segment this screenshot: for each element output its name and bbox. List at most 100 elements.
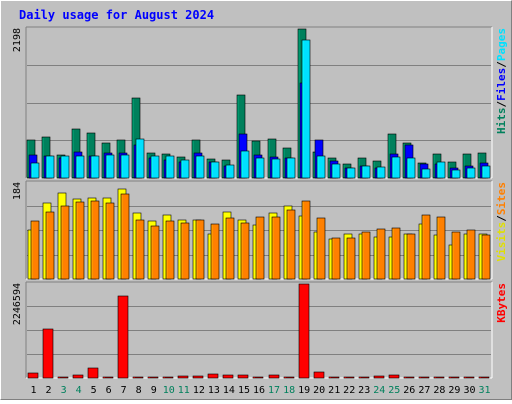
bar-fill bbox=[301, 39, 311, 179]
bar-pages-day-21 bbox=[331, 163, 341, 179]
bar-sites-day-7 bbox=[120, 193, 130, 280]
chart-title: Daily usage for August 2024 bbox=[19, 8, 214, 22]
bar-fill bbox=[255, 216, 265, 280]
bar-fill bbox=[463, 376, 475, 379]
bar-fill bbox=[361, 165, 371, 179]
bar-sites-day-6 bbox=[105, 202, 115, 280]
bar-kbytes-day-8 bbox=[132, 376, 144, 379]
x-tick-label: 24 bbox=[373, 385, 385, 396]
y-max-label-kbytes: 2246594 bbox=[12, 283, 23, 325]
bar-fill bbox=[331, 163, 341, 179]
bar-pages-day-18 bbox=[286, 157, 296, 179]
bar-pages-day-15 bbox=[240, 150, 250, 179]
bar-fill bbox=[192, 375, 204, 379]
bar-fill bbox=[478, 376, 490, 379]
bar-fill bbox=[346, 237, 356, 280]
legend-kbytes: KBytes bbox=[495, 283, 508, 323]
bar-sites-day-8 bbox=[135, 219, 145, 280]
x-tick-label: 2 bbox=[45, 385, 51, 396]
bar-fill bbox=[268, 374, 280, 379]
bar-fill bbox=[147, 376, 159, 379]
bar-fill bbox=[180, 159, 190, 179]
bar-sites-day-2 bbox=[45, 211, 55, 280]
bar-sites-day-24 bbox=[376, 228, 386, 280]
bar-fill bbox=[343, 376, 355, 379]
bar-fill bbox=[135, 138, 145, 179]
x-tick-label: 21 bbox=[328, 385, 340, 396]
bar-kbytes-day-25 bbox=[388, 374, 400, 379]
bar-kbytes-day-23 bbox=[358, 376, 370, 379]
bar-fill bbox=[60, 205, 70, 280]
bar-pages-day-23 bbox=[361, 165, 371, 179]
bar-kbytes-day-14 bbox=[222, 374, 234, 379]
bar-kbytes-day-26 bbox=[403, 376, 415, 379]
bar-kbytes-day-5 bbox=[87, 367, 99, 379]
bar-fill bbox=[286, 157, 296, 179]
bar-sites-day-22 bbox=[346, 237, 356, 280]
bar-fill bbox=[207, 373, 219, 379]
bar-fill bbox=[75, 201, 85, 280]
bar-fill bbox=[436, 161, 446, 179]
x-tick-label: 23 bbox=[358, 385, 370, 396]
legend-item-files: Files bbox=[495, 68, 508, 101]
bar-fill bbox=[180, 222, 190, 280]
x-tick-label: 31 bbox=[478, 385, 490, 396]
x-tick-label: 14 bbox=[223, 385, 235, 396]
bar-kbytes-day-16 bbox=[252, 376, 264, 379]
bar-sites-day-28 bbox=[436, 216, 446, 280]
bar-pages-day-13 bbox=[210, 161, 220, 179]
x-tick-label: 6 bbox=[106, 385, 112, 396]
bar-kbytes-day-22 bbox=[343, 376, 355, 379]
bar-pages-day-24 bbox=[376, 166, 386, 179]
x-tick-label: 18 bbox=[283, 385, 295, 396]
bar-sites-day-10 bbox=[165, 220, 175, 280]
bar-fill bbox=[135, 219, 145, 280]
bar-pages-day-26 bbox=[406, 157, 416, 179]
bar-fill bbox=[376, 228, 386, 280]
bar-kbytes-day-1 bbox=[27, 372, 39, 379]
bar-fill bbox=[90, 200, 100, 280]
bar-pages-day-7 bbox=[120, 154, 130, 179]
bar-sites-day-12 bbox=[195, 219, 205, 280]
bar-fill bbox=[406, 233, 416, 280]
bar-kbytes-day-10 bbox=[162, 376, 174, 379]
legend-item-separator: / bbox=[495, 101, 508, 108]
bar-fill bbox=[27, 372, 39, 379]
bar-pages-day-22 bbox=[346, 167, 356, 179]
bar-fill bbox=[42, 328, 54, 379]
bar-pages-day-1 bbox=[30, 162, 40, 179]
bar-kbytes-day-4 bbox=[72, 374, 84, 379]
bar-fill bbox=[105, 154, 115, 179]
x-tick-label: 20 bbox=[313, 385, 325, 396]
bar-fill bbox=[60, 155, 70, 179]
bar-sites-day-3 bbox=[60, 205, 70, 280]
bar-fill bbox=[252, 376, 264, 379]
bar-sites-day-27 bbox=[421, 214, 431, 280]
bar-pages-day-25 bbox=[391, 156, 401, 179]
x-tick-label: 15 bbox=[238, 385, 250, 396]
bar-fill bbox=[225, 217, 235, 280]
bar-fill bbox=[421, 214, 431, 280]
bar-fill bbox=[448, 376, 460, 379]
bar-fill bbox=[45, 155, 55, 179]
bar-fill bbox=[481, 234, 491, 280]
bar-fill bbox=[72, 374, 84, 379]
bar-fill bbox=[316, 155, 326, 179]
bar-fill bbox=[451, 169, 461, 179]
x-tick-label: 4 bbox=[76, 385, 82, 396]
bar-kbytes-day-29 bbox=[448, 376, 460, 379]
bar-sites-day-26 bbox=[406, 233, 416, 280]
bar-fill bbox=[87, 367, 99, 379]
bar-sites-day-1 bbox=[30, 220, 40, 280]
bar-pages-day-20 bbox=[316, 155, 326, 179]
y-max-label-hits: 2198 bbox=[12, 28, 23, 52]
bar-kbytes-day-24 bbox=[373, 375, 385, 379]
bar-fill bbox=[75, 155, 85, 179]
bar-sites-day-17 bbox=[271, 216, 281, 280]
bar-pages-day-31 bbox=[481, 165, 491, 179]
bar-kbytes-day-28 bbox=[433, 376, 445, 379]
bar-sites-day-18 bbox=[286, 209, 296, 280]
bar-fill bbox=[406, 157, 416, 179]
bar-kbytes-day-17 bbox=[268, 374, 280, 379]
